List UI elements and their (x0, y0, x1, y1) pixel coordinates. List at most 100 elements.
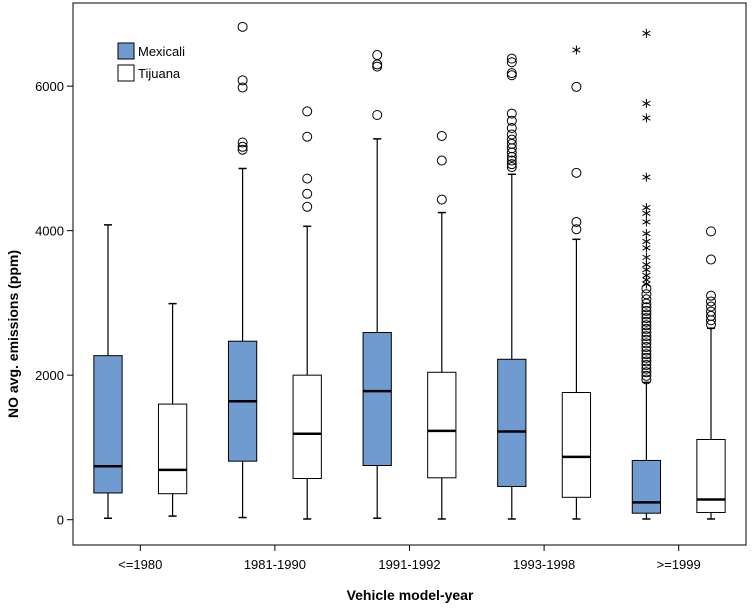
extreme-stroke (642, 115, 651, 121)
outlier-point (641, 374, 652, 385)
extreme-stroke (642, 219, 651, 225)
box-mexicali-4 (631, 28, 662, 520)
outlier-point (641, 356, 652, 367)
outlier-point (641, 313, 652, 324)
y-tick-label: 6000 (35, 79, 64, 94)
outlier-point (506, 134, 517, 145)
outlier-point (641, 302, 652, 313)
outlier-point (436, 130, 447, 141)
outlier-point (506, 129, 517, 140)
y-axis: 0 2000 4000 6000 (35, 79, 73, 528)
box-tijuana-4 (696, 226, 726, 520)
legend-swatch-mexicali (117, 42, 135, 60)
x-tick-label: 1993-1998 (513, 557, 575, 572)
extreme-point (642, 113, 651, 123)
outlier-point (372, 59, 383, 70)
extreme-point (642, 217, 651, 227)
outlier-point (706, 306, 717, 317)
outlier-point (436, 155, 447, 166)
outlier-point (237, 82, 248, 93)
outlier-point (641, 294, 652, 305)
extreme-point (642, 98, 651, 108)
outlier-point (506, 159, 517, 170)
outlier-point (706, 226, 717, 237)
x-tick-label: 1991-1992 (378, 557, 440, 572)
box-iqr (497, 358, 527, 487)
outlier-point (641, 349, 652, 360)
y-tick-label: 2000 (35, 368, 64, 383)
extreme-point (642, 28, 651, 38)
extreme-stroke (642, 204, 651, 211)
outlier-point (641, 345, 652, 356)
outlier-point (641, 323, 652, 334)
extreme-stroke (642, 245, 651, 251)
outlier-point (237, 144, 248, 155)
y-axis-title: NO avg. emissions (ppm) (5, 250, 21, 418)
outlier-point (237, 137, 248, 148)
legend: Mexicali Tijuana (117, 42, 185, 82)
x-tick-label: <=1980 (118, 557, 162, 572)
outlier-point (506, 108, 517, 119)
extreme-point (642, 172, 651, 182)
box-tijuana-2 (427, 130, 457, 520)
extreme-stroke (642, 30, 651, 37)
outlier-point (237, 21, 248, 32)
extreme-point (572, 45, 581, 55)
outlier-point (641, 309, 652, 320)
outlier-point (641, 334, 652, 345)
outlier-point (506, 70, 517, 81)
outlier-point (506, 68, 517, 79)
extreme-stroke (642, 272, 651, 279)
x-tick-label: >=1999 (657, 557, 701, 572)
extreme-point (642, 252, 651, 262)
box-tijuana-3 (561, 45, 592, 520)
x-tick-label: 1981-1990 (244, 557, 306, 572)
box-iqr (696, 438, 726, 513)
box-iqr (292, 374, 322, 480)
box-mexicali-1 (227, 21, 258, 519)
outlier-point (641, 289, 652, 300)
extreme-stroke (642, 266, 651, 273)
box-mexicali-2 (362, 50, 392, 520)
extreme-stroke (642, 210, 651, 216)
box-tijuana-0 (157, 302, 188, 517)
extreme-stroke (642, 100, 651, 107)
outlier-point (506, 57, 517, 68)
outlier-point (706, 296, 717, 307)
outlier-point (237, 75, 248, 86)
outlier-point (641, 352, 652, 363)
outlier-point (506, 155, 517, 166)
outlier-point (641, 331, 652, 342)
box-tijuana-1 (292, 106, 322, 520)
box-mexicali-3 (497, 53, 527, 520)
box-mexicali-0 (93, 224, 123, 520)
outlier-point (641, 316, 652, 327)
outlier-point (506, 53, 517, 64)
extreme-stroke (642, 230, 651, 237)
outlier-point (302, 201, 313, 212)
extreme-stroke (642, 254, 651, 261)
outlier-point (571, 216, 582, 227)
y-tick-label: 4000 (35, 224, 64, 239)
outlier-point (571, 81, 582, 92)
extreme-point (642, 236, 651, 246)
outlier-point (641, 305, 652, 316)
outlier-point (641, 327, 652, 338)
outlier-point (641, 338, 652, 349)
outlier-point (302, 131, 313, 142)
outlier-point (302, 188, 313, 199)
outlier-point (506, 115, 517, 126)
outlier-point (506, 162, 517, 173)
outlier-point (571, 224, 582, 235)
box-group (93, 21, 726, 520)
outlier-point (641, 363, 652, 374)
outlier-point (237, 141, 248, 152)
extreme-stroke (642, 174, 651, 180)
outlier-point (641, 367, 652, 378)
outlier-point (706, 254, 717, 265)
outlier-point (641, 341, 652, 352)
box-iqr (561, 392, 592, 498)
outlier-point (641, 370, 652, 381)
outlier-point (436, 194, 447, 205)
